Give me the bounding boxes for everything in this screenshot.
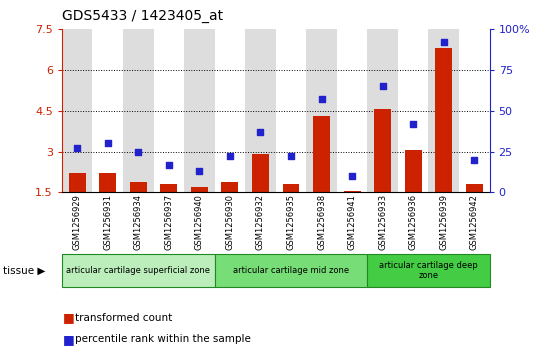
Bar xyxy=(245,29,275,192)
Bar xyxy=(466,184,483,192)
Bar xyxy=(69,174,86,192)
Bar xyxy=(398,29,428,192)
Bar xyxy=(435,48,452,192)
Text: transformed count: transformed count xyxy=(75,313,173,323)
Bar xyxy=(367,254,490,287)
Bar xyxy=(459,29,490,192)
Point xyxy=(317,97,326,102)
Bar xyxy=(337,29,367,192)
Point xyxy=(134,149,143,155)
Text: percentile rank within the sample: percentile rank within the sample xyxy=(75,334,251,344)
Point xyxy=(195,168,204,174)
Point xyxy=(103,140,112,146)
Bar xyxy=(313,116,330,192)
Bar xyxy=(93,29,123,192)
Text: ■: ■ xyxy=(62,311,74,324)
Bar xyxy=(215,29,245,192)
Point xyxy=(409,121,417,127)
Bar xyxy=(276,29,306,192)
Bar xyxy=(123,29,153,192)
Point xyxy=(348,173,356,179)
Bar xyxy=(184,29,215,192)
Bar xyxy=(367,29,398,192)
Point xyxy=(287,154,295,159)
Point xyxy=(73,145,81,151)
Bar xyxy=(62,29,93,192)
Bar xyxy=(222,182,238,192)
Bar xyxy=(215,254,367,287)
Point xyxy=(256,129,265,135)
Bar xyxy=(153,29,184,192)
Text: tissue ▶: tissue ▶ xyxy=(3,265,45,276)
Bar xyxy=(160,184,177,192)
Text: articular cartilage mid zone: articular cartilage mid zone xyxy=(233,266,349,275)
Point xyxy=(378,83,387,89)
Text: GDS5433 / 1423405_at: GDS5433 / 1423405_at xyxy=(62,9,223,23)
Point xyxy=(440,39,448,45)
Point xyxy=(225,154,234,159)
Text: articular cartilage superficial zone: articular cartilage superficial zone xyxy=(66,266,210,275)
Bar xyxy=(306,29,337,192)
Bar xyxy=(62,254,215,287)
Bar xyxy=(282,184,300,192)
Point xyxy=(470,157,479,163)
Bar xyxy=(405,150,422,192)
Point xyxy=(165,162,173,168)
Bar xyxy=(344,191,360,192)
Bar xyxy=(191,187,208,192)
Bar xyxy=(100,174,116,192)
Bar xyxy=(428,29,459,192)
Bar xyxy=(252,154,269,192)
Bar xyxy=(374,109,391,192)
Text: ■: ■ xyxy=(62,333,74,346)
Text: articular cartilage deep
zone: articular cartilage deep zone xyxy=(379,261,478,280)
Bar xyxy=(130,182,147,192)
